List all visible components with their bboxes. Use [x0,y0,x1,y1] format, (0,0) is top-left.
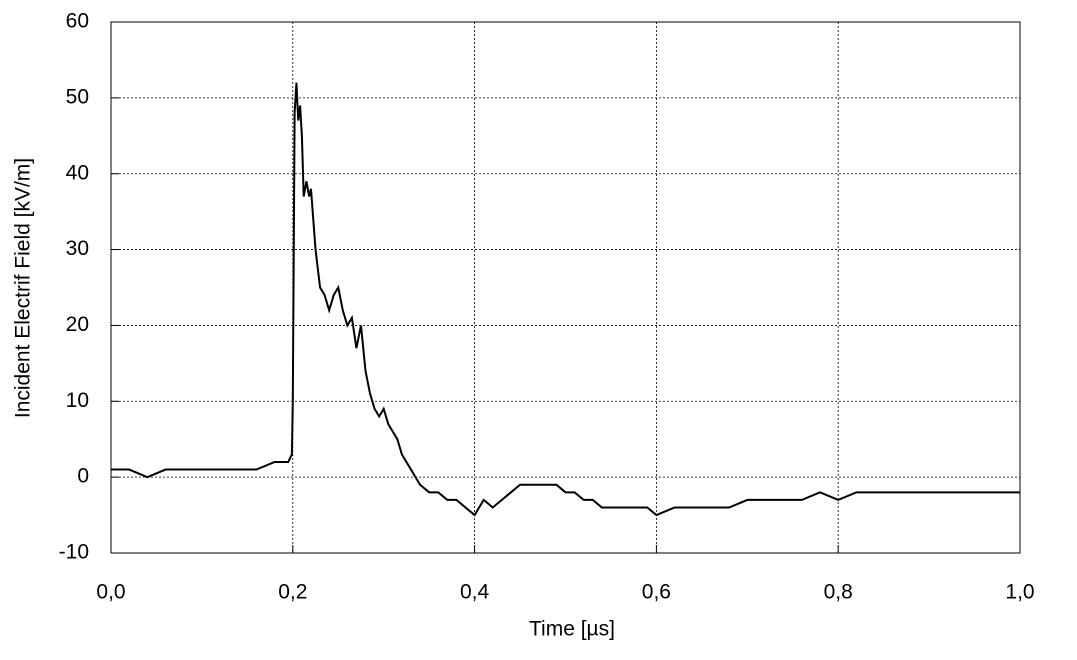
data-line [111,82,1020,517]
y-tick-label: 60 [66,10,89,33]
y-axis-label: Incident Electrif Field [kV/m] [12,158,35,418]
x-axis-label: Time [µs] [529,618,615,641]
y-tick-label: 20 [66,313,89,336]
x-tick-label: 0,0 [96,581,125,604]
x-tick-label: 0,2 [278,581,307,604]
y-tick-label: 10 [66,389,89,412]
x-tick-label: 0,4 [460,581,490,604]
x-tick-label: 1,0 [1005,581,1034,604]
y-tick-label: 50 [66,85,89,108]
x-tick-label: 0,6 [642,581,671,604]
x-tick-label: 0,8 [824,581,853,604]
y-tick-label: 40 [66,161,89,184]
y-tick-label: -10 [59,541,89,564]
y-tick-label: 30 [66,237,89,260]
plot-frame [110,21,1021,554]
y-tick-label: 0 [77,465,89,488]
